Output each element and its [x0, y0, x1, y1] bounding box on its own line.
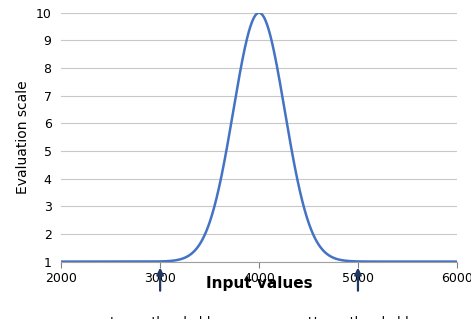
Y-axis label: Evaluation scale: Evaluation scale [16, 80, 30, 194]
Text: Input values: Input values [206, 276, 312, 292]
Text: Lower threshold: Lower threshold [110, 316, 211, 319]
Text: Upper threshold: Upper threshold [308, 316, 408, 319]
